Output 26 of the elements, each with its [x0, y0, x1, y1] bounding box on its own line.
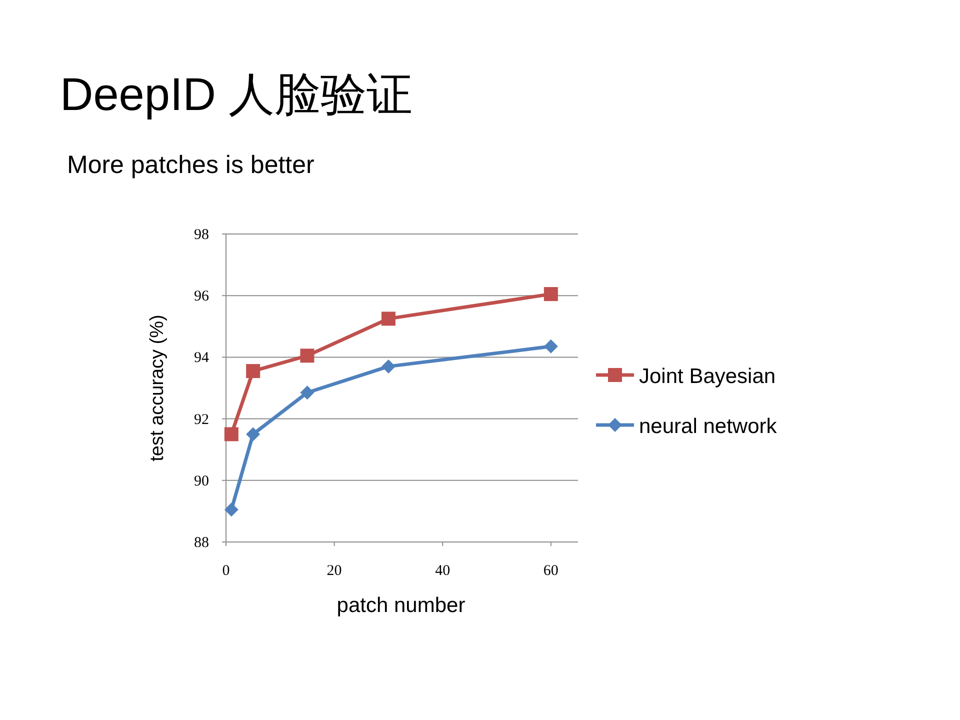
point [300, 348, 314, 363]
point [246, 364, 260, 378]
legend-label: Joint Bayesian [639, 365, 776, 388]
point [300, 386, 314, 400]
x-tick-label: 20 [326, 563, 342, 579]
y-tick-label: 96 [194, 288, 210, 305]
point [381, 312, 396, 326]
chart-title: DeepID 人脸验证 [60, 68, 413, 120]
y-tick-label: 92 [194, 412, 209, 428]
x-tick-label: 40 [435, 563, 450, 579]
point [224, 427, 238, 442]
point [224, 502, 238, 517]
point [544, 287, 558, 302]
point [246, 427, 260, 442]
y-axis-title: test accuracy (%) [147, 314, 168, 462]
y-tick-label: 94 [194, 350, 210, 366]
point [381, 359, 396, 374]
x-tick-label: 0 [222, 563, 230, 579]
y-tick-label: 88 [194, 535, 209, 551]
x-tick-label: 60 [543, 563, 558, 579]
point [544, 339, 558, 354]
x-axis-title: patch number [336, 594, 466, 617]
chart-subtitle: More patches is better [67, 151, 314, 179]
y-tick-label: 98 [194, 227, 209, 243]
y-tick-label: 90 [194, 473, 209, 490]
legend-label: neural network [639, 415, 778, 438]
